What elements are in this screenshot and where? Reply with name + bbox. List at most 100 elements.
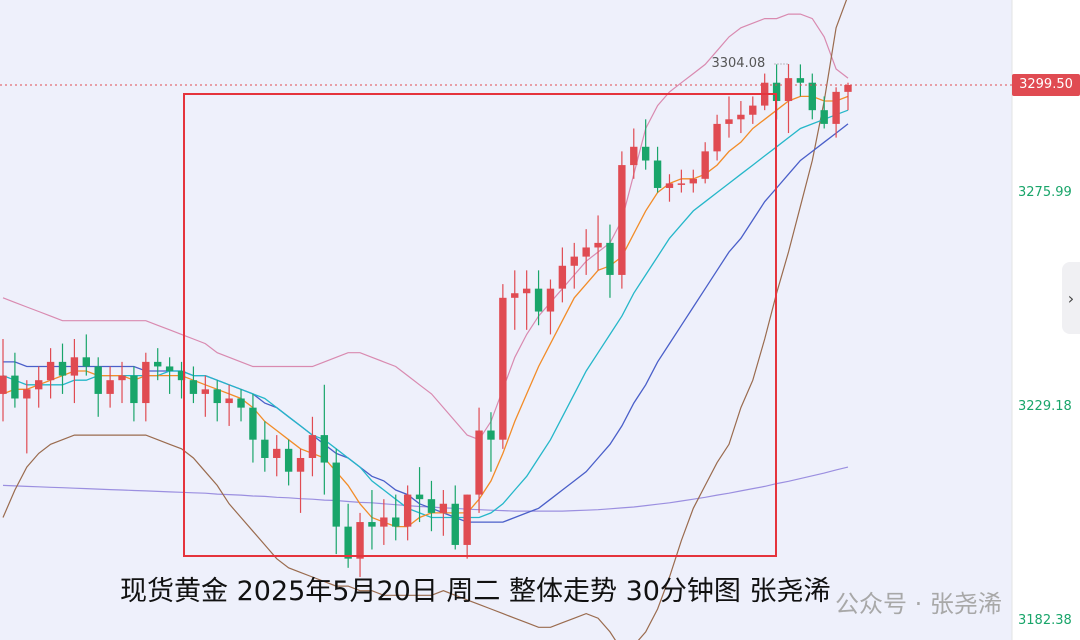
- candle: [130, 366, 138, 422]
- candle: [475, 407, 483, 513]
- candle-body: [832, 91, 840, 124]
- candle-body: [380, 517, 388, 527]
- candle-body: [165, 366, 174, 372]
- expand-panel-button[interactable]: ›: [1062, 262, 1080, 334]
- candle: [594, 215, 602, 271]
- candle: [665, 174, 674, 202]
- candle: [725, 96, 733, 138]
- candle: [296, 448, 305, 513]
- candle: [534, 270, 543, 326]
- candle: [463, 494, 471, 559]
- candle-body: [344, 526, 352, 559]
- candle-body: [0, 375, 7, 394]
- candle: [618, 151, 626, 289]
- candle-body: [225, 398, 233, 404]
- candle: [582, 229, 590, 275]
- candle: [677, 169, 686, 193]
- candle: [653, 146, 662, 193]
- candle-body: [487, 430, 495, 440]
- candle-body: [546, 288, 555, 312]
- candle: [701, 142, 709, 184]
- current-price-tag: 3299.50: [1012, 74, 1080, 96]
- highlight-box: [183, 93, 777, 557]
- watermark: 公众号 · 张尧浠: [835, 590, 1002, 618]
- candle: [106, 366, 114, 408]
- candle-body: [630, 146, 638, 166]
- candle-body: [415, 494, 424, 500]
- candle: [165, 357, 174, 394]
- candle-body: [130, 375, 138, 404]
- high-price-annotation: 3304.08: [711, 56, 766, 72]
- candle: [154, 348, 162, 381]
- candle-body: [320, 435, 329, 463]
- candle-body: [106, 380, 114, 394]
- candle: [177, 361, 186, 399]
- candle-body: [641, 146, 650, 161]
- candle: [58, 343, 67, 394]
- candle: [189, 366, 198, 404]
- candle: [249, 393, 257, 463]
- candle-body: [808, 82, 816, 111]
- candle: [558, 247, 567, 303]
- candle: [46, 348, 55, 399]
- candle-body: [368, 522, 376, 527]
- chevron-right-icon: ›: [1067, 288, 1075, 308]
- candle-body: [296, 457, 305, 472]
- candle: [273, 435, 281, 477]
- candle: [213, 380, 221, 422]
- candle: [11, 352, 19, 408]
- candle-body: [653, 160, 662, 188]
- candle-body: [606, 242, 614, 275]
- candle: [284, 439, 293, 486]
- candle-body: [725, 119, 733, 124]
- candle: [118, 361, 126, 404]
- candle: [737, 101, 745, 134]
- candle-body: [35, 380, 43, 390]
- bollinger-upper-line: [2, 13, 849, 441]
- candle-body: [403, 494, 412, 527]
- candle-body: [522, 288, 531, 294]
- candles: [0, 64, 852, 577]
- y-tick-label: 3229.18: [1018, 398, 1072, 414]
- chart-caption: 现货黄金 2025年5月20日 周二 整体走势 30分钟图 张尧浠: [120, 576, 831, 607]
- candle: [0, 338, 7, 422]
- candle: [368, 490, 376, 550]
- candle: [487, 412, 495, 472]
- candle-body: [701, 151, 709, 179]
- candle: [546, 279, 555, 335]
- candle-body: [844, 85, 852, 92]
- candle-body: [58, 361, 67, 376]
- candle-body: [273, 448, 281, 458]
- candle-body: [201, 389, 210, 394]
- candle-body: [237, 398, 245, 408]
- candle: [23, 380, 31, 454]
- candle-body: [332, 462, 340, 527]
- candle: [689, 169, 697, 193]
- candle: [225, 384, 233, 426]
- candle-body: [713, 123, 721, 152]
- candle-body: [594, 242, 602, 248]
- candle-body: [772, 82, 781, 102]
- candle-body: [737, 114, 745, 120]
- candle-body: [427, 499, 436, 513]
- candle-body: [570, 256, 578, 266]
- candle-body: [213, 389, 221, 404]
- candle-body: [463, 494, 471, 545]
- candle-body: [677, 183, 686, 185]
- candle: [713, 114, 721, 161]
- candle: [630, 128, 638, 179]
- candle: [142, 352, 150, 422]
- candle: [522, 270, 531, 330]
- candle-body: [11, 375, 19, 399]
- candle: [808, 73, 816, 120]
- candle-body: [689, 178, 697, 184]
- candle: [70, 338, 79, 404]
- candle-body: [511, 293, 519, 298]
- candle: [415, 467, 424, 523]
- candle: [832, 87, 840, 138]
- candle-body: [177, 371, 186, 381]
- candle: [844, 82, 852, 111]
- candle-body: [784, 78, 793, 102]
- candle-body: [392, 517, 400, 527]
